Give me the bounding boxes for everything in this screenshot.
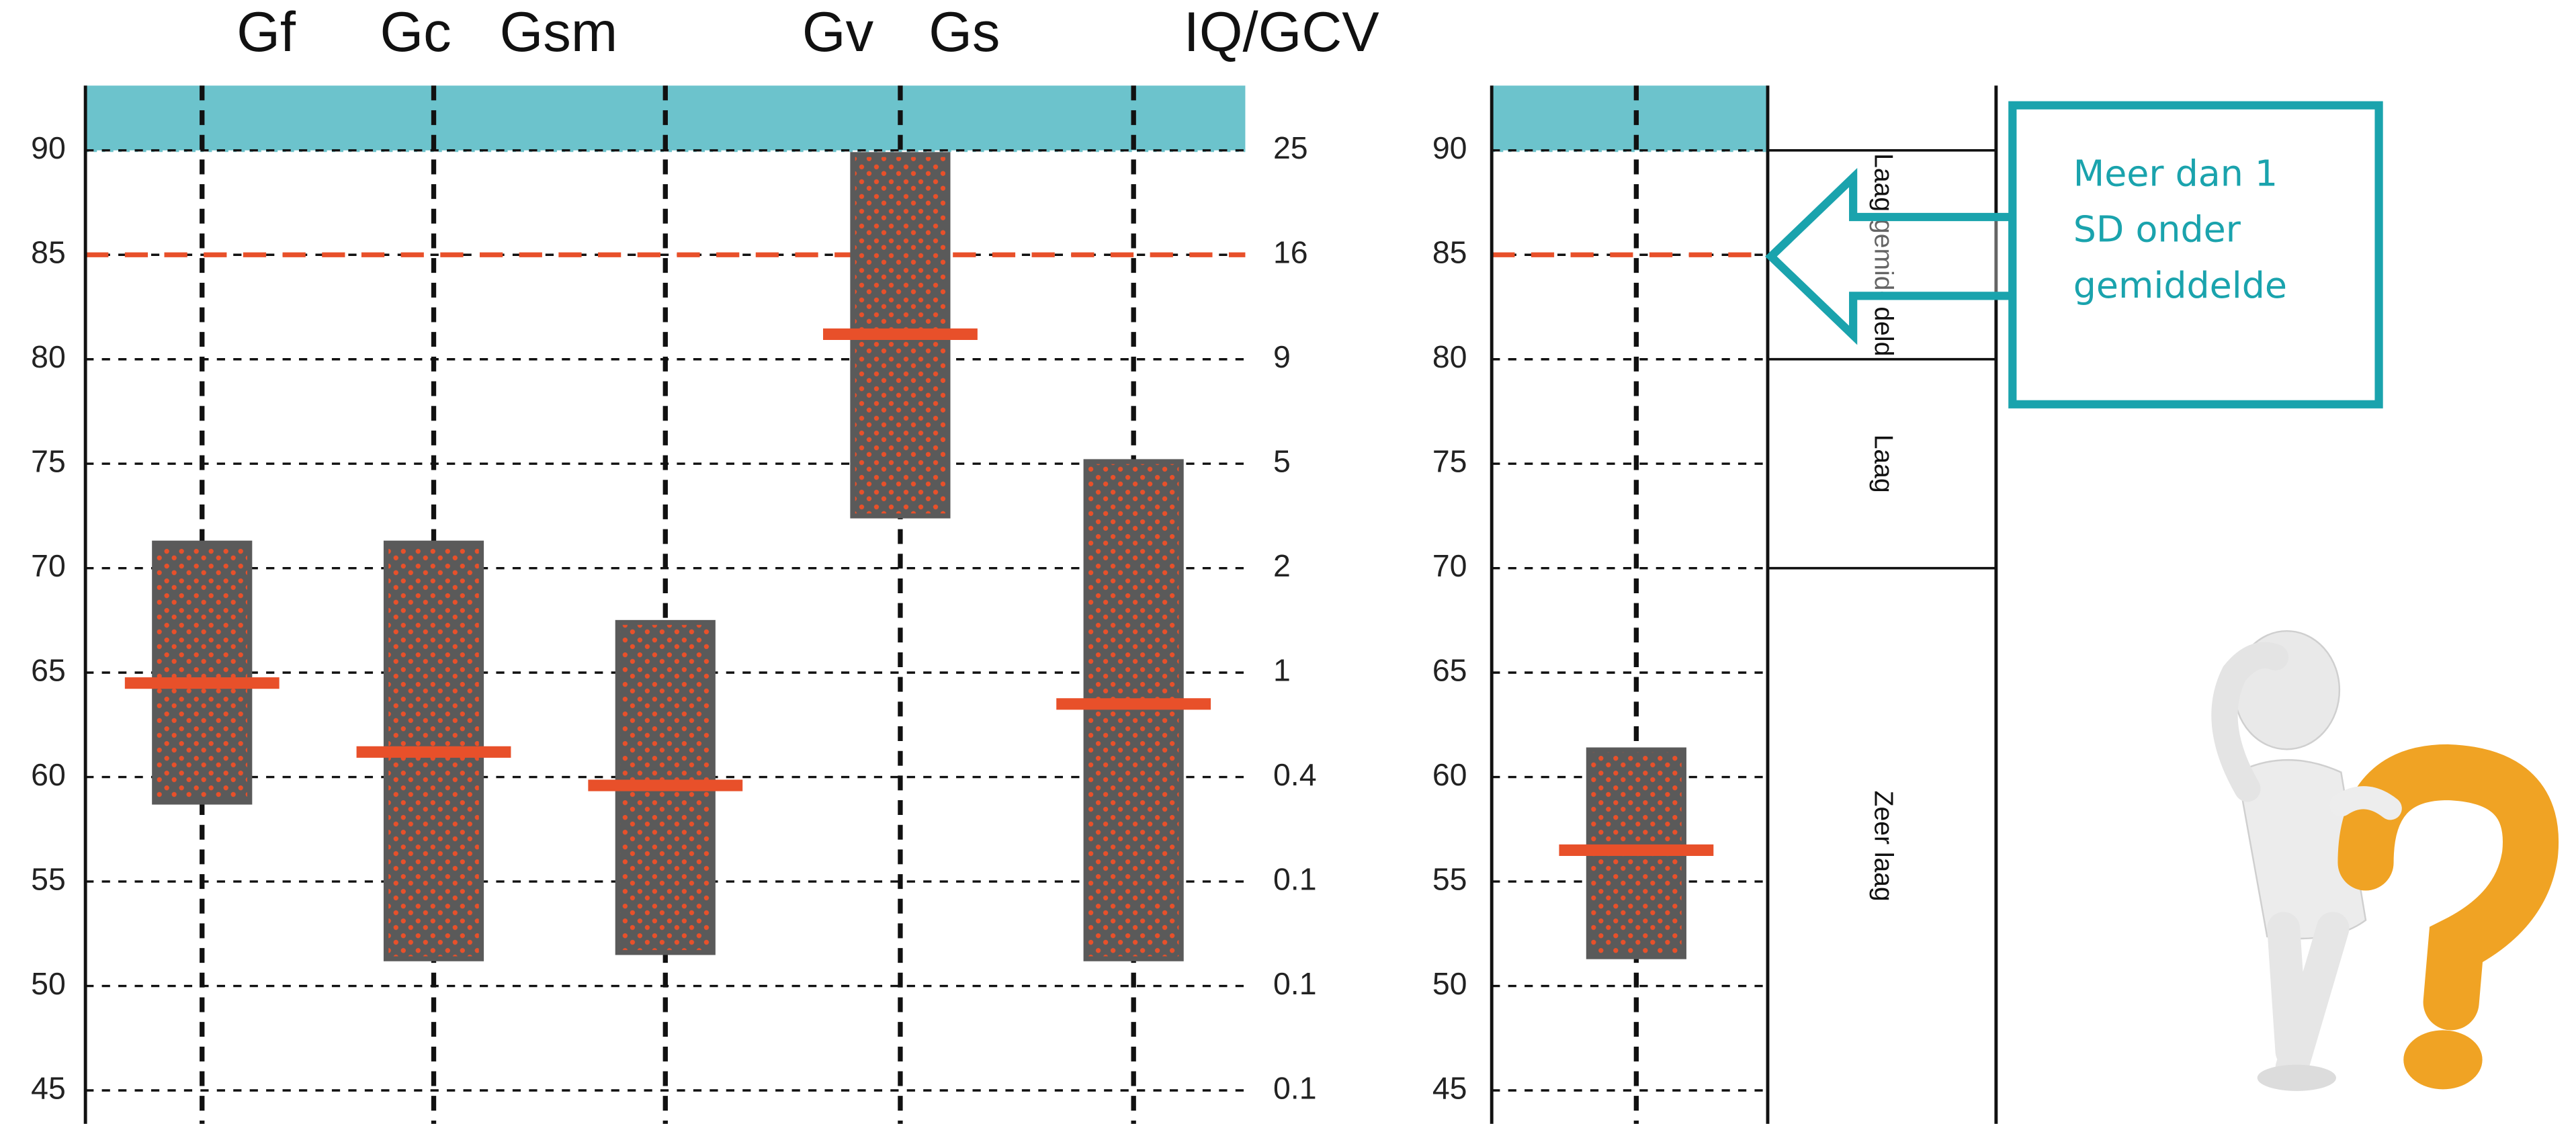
y-tick-label: 55 (1432, 861, 1467, 896)
y-tick-label: 50 (1432, 966, 1467, 1001)
y2-tick-label: 0.1 (1273, 861, 1317, 896)
y-tick-label: 80 (1432, 339, 1467, 374)
y2-tick-label: 1 (1273, 652, 1291, 687)
callout-arrow (1765, 167, 2017, 345)
band-label: Zeer laag (1869, 791, 1898, 902)
y-tick-label: 85 (31, 235, 66, 270)
range-bar (1083, 459, 1184, 961)
y-tick-label: 75 (31, 443, 66, 478)
y2-tick-label: 0.4 (1273, 757, 1317, 792)
y-tick-label: 90 (1432, 130, 1467, 165)
callout-text: Meer dan 1 SD onder gemiddelde (2073, 155, 2287, 308)
y-tick-label: 65 (1432, 652, 1467, 687)
y-tick-label: 80 (31, 339, 66, 374)
y-tick-label: 75 (1432, 443, 1467, 478)
band-label: Laag gemid- deld (1869, 153, 1898, 356)
y-tick-label: 65 (31, 652, 66, 687)
y-tick-label: 90 (31, 130, 66, 165)
y2-tick-label: 0.1 (1273, 1070, 1317, 1105)
y-tick-label: 45 (1432, 1070, 1467, 1105)
category-label: Gc (380, 1, 452, 63)
range-bar (152, 540, 253, 805)
y-tick-label: 60 (31, 757, 66, 792)
category-label: IQ/GCV (1184, 1, 1380, 63)
callout-box (2008, 101, 2383, 408)
y-tick-label: 85 (1432, 235, 1467, 270)
y-tick-label: 45 (31, 1070, 66, 1105)
callout-text-box: Meer dan 1 SD onder gemiddelde (2073, 155, 2287, 308)
y-tick-label: 70 (31, 548, 66, 583)
y2-tick-label: 5 (1273, 443, 1291, 478)
y-tick-label: 60 (1432, 757, 1467, 792)
band-label: Laag (1869, 435, 1898, 493)
y-tick-label: 50 (31, 966, 66, 1001)
shaded-band (1492, 85, 1768, 150)
y2-tick-label: 2 (1273, 548, 1291, 583)
thinking-figure (2211, 630, 2559, 1091)
category-label: Gf (237, 1, 296, 63)
category-label: Gsm (500, 1, 617, 63)
y2-tick-label: 25 (1273, 130, 1308, 165)
category-label: Gs (929, 1, 1000, 63)
y-tick-label: 70 (1432, 548, 1467, 583)
y2-tick-label: 9 (1273, 339, 1291, 374)
category-label: Gv (802, 1, 874, 63)
y2-tick-label: 16 (1273, 235, 1308, 270)
y-tick-label: 55 (31, 861, 66, 896)
y2-tick-label: 0.1 (1273, 966, 1317, 1001)
